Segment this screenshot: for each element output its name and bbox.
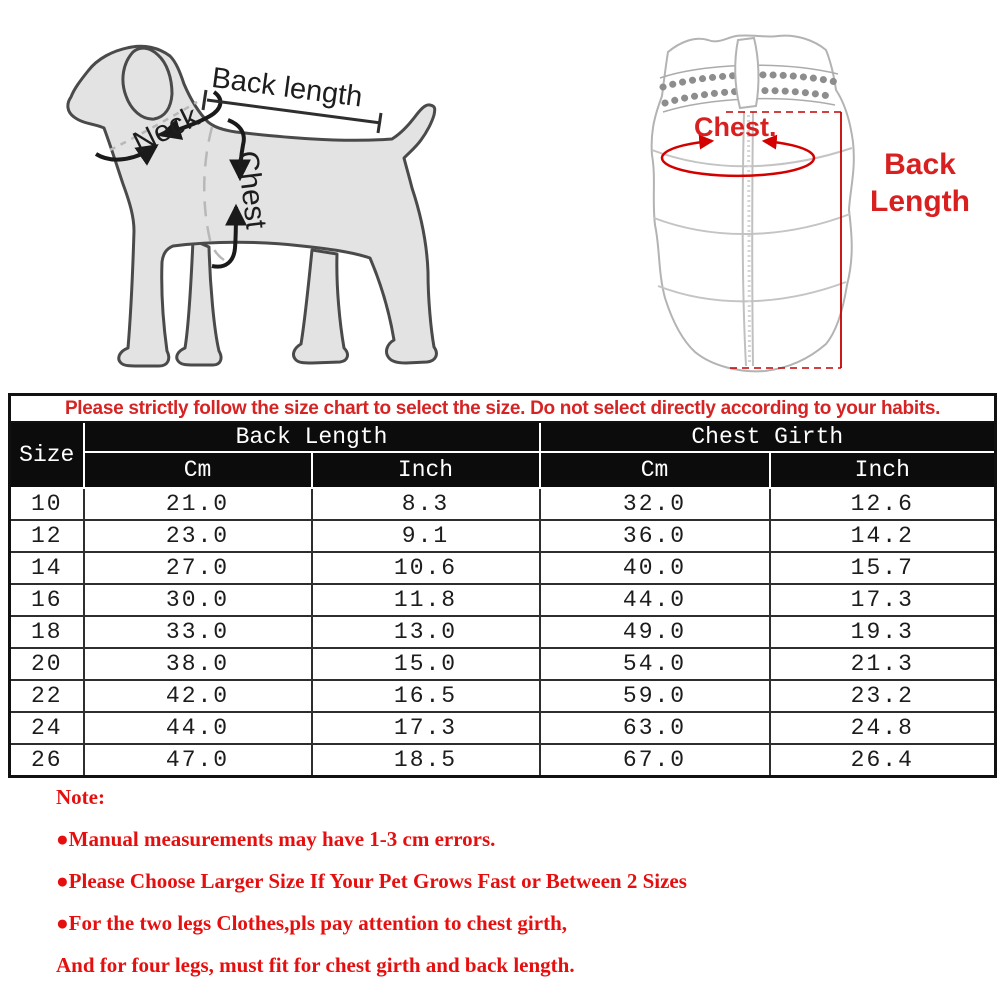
cell-back-cm: 23.0 [82,519,313,553]
header-back-length-inch: Inch [310,451,541,489]
warning-banner: Please strictly follow the size chart to… [8,393,997,423]
table-row: 14 27.0 10.6 40.0 15.7 [8,551,997,585]
cell-chest-cm: 63.0 [538,711,771,745]
header-size: Size [8,421,85,489]
table-row: 22 42.0 16.5 59.0 23.2 [8,679,997,713]
cell-back-cm: 27.0 [82,551,313,585]
cell-back-inch: 8.3 [310,487,541,521]
cell-chest-inch: 14.2 [768,519,997,553]
size-chart-table: Please strictly follow the size chart to… [8,393,998,778]
vest-chest-label: Chest. [694,112,777,142]
cell-size: 22 [8,679,85,713]
cell-chest-cm: 54.0 [538,647,771,681]
cell-size: 24 [8,711,85,745]
vest-back-length-line1: Back [884,148,956,181]
table-row: 12 23.0 9.1 36.0 14.2 [8,519,997,553]
cell-chest-inch: 26.4 [768,743,997,778]
table-row: 18 33.0 13.0 49.0 19.3 [8,615,997,649]
vest-zipper-placket [734,36,760,110]
note-item: ●For the two legs Clothes,pls pay attent… [56,911,568,935]
table-row: 24 44.0 17.3 63.0 24.8 [8,711,997,745]
cell-chest-cm: 59.0 [538,679,771,713]
dog-far-rear-leg [292,248,349,365]
table-group-header-row: Size Back Length Chest Girth [8,421,997,489]
vest-back-length-label: Back Length [838,146,1000,220]
cell-back-inch: 9.1 [310,519,541,553]
cell-chest-inch: 21.3 [768,647,997,681]
cell-chest-cm: 32.0 [538,487,771,521]
cell-back-inch: 10.6 [310,551,541,585]
cell-back-cm: 38.0 [82,647,313,681]
warning-row: Please strictly follow the size chart to… [8,393,997,423]
notes-title: Note: [56,785,105,809]
notes-section: Note: ●Manual measurements may have 1-3 … [56,786,687,996]
header-chest-girth-cm: Cm [538,451,771,489]
cell-size: 26 [8,743,85,778]
chest-arrow-lower [211,203,247,269]
cell-back-cm: 33.0 [82,615,313,649]
cell-size: 14 [8,551,85,585]
table-row: 16 30.0 11.8 44.0 17.3 [8,583,997,617]
table-row: 10 21.0 8.3 32.0 12.6 [8,487,997,521]
cell-back-inch: 18.5 [310,743,541,778]
cell-back-inch: 17.3 [310,711,541,745]
neck-arrow-left [94,144,159,166]
chest-dashed-line [202,126,225,262]
back-length-guide-lines [726,111,842,369]
neck-arrow-upper [158,90,223,140]
table-row: 26 47.0 18.5 67.0 26.4 [8,743,997,778]
cell-chest-inch: 17.3 [768,583,997,617]
cell-chest-cm: 49.0 [538,615,771,649]
dog-ear [121,46,174,121]
note-item: ●Please Choose Larger Size If Your Pet G… [56,869,687,893]
cell-back-inch: 16.5 [310,679,541,713]
header-back-length-cm: Cm [82,451,313,489]
cell-back-cm: 42.0 [82,679,313,713]
cell-chest-inch: 12.6 [768,487,997,521]
vest-illustration [650,34,855,373]
cell-size: 16 [8,583,85,617]
chest-arrow-upper [227,118,252,182]
cell-back-cm: 47.0 [82,743,313,778]
header-chest-girth: Chest Girth [538,421,997,453]
note-item: ●Manual measurements may have 1-3 cm err… [56,827,496,851]
neck-dashed-line [109,100,198,152]
cell-chest-inch: 15.7 [768,551,997,585]
cell-chest-cm: 40.0 [538,551,771,585]
back-length-dimension-line [201,89,383,134]
cell-size: 12 [8,519,85,553]
cell-back-cm: 30.0 [82,583,313,617]
cell-chest-inch: 23.2 [768,679,997,713]
cell-size: 18 [8,615,85,649]
cell-chest-inch: 24.8 [768,711,997,745]
cell-back-inch: 11.8 [310,583,541,617]
dog-far-front-leg [175,238,223,367]
header-chest-girth-inch: Inch [768,451,997,489]
cell-chest-cm: 67.0 [538,743,771,778]
dog-measurement-illustration [66,44,438,368]
cell-chest-cm: 36.0 [538,519,771,553]
table-row: 20 38.0 15.0 54.0 21.3 [8,647,997,681]
cell-back-cm: 21.0 [82,487,313,521]
cell-back-cm: 44.0 [82,711,313,745]
cell-size: 10 [8,487,85,521]
cell-size: 20 [8,647,85,681]
header-back-length: Back Length [82,421,541,453]
note-item: And for four legs, must fit for chest gi… [56,953,575,977]
cell-chest-inch: 19.3 [768,615,997,649]
vest-back-length-line2: Length [870,185,970,218]
chest-ellipse-annotation [660,134,816,178]
cell-chest-cm: 44.0 [538,583,771,617]
table-unit-header-row: Cm Inch Cm Inch [10,451,997,489]
cell-back-inch: 15.0 [310,647,541,681]
cell-back-inch: 13.0 [310,615,541,649]
